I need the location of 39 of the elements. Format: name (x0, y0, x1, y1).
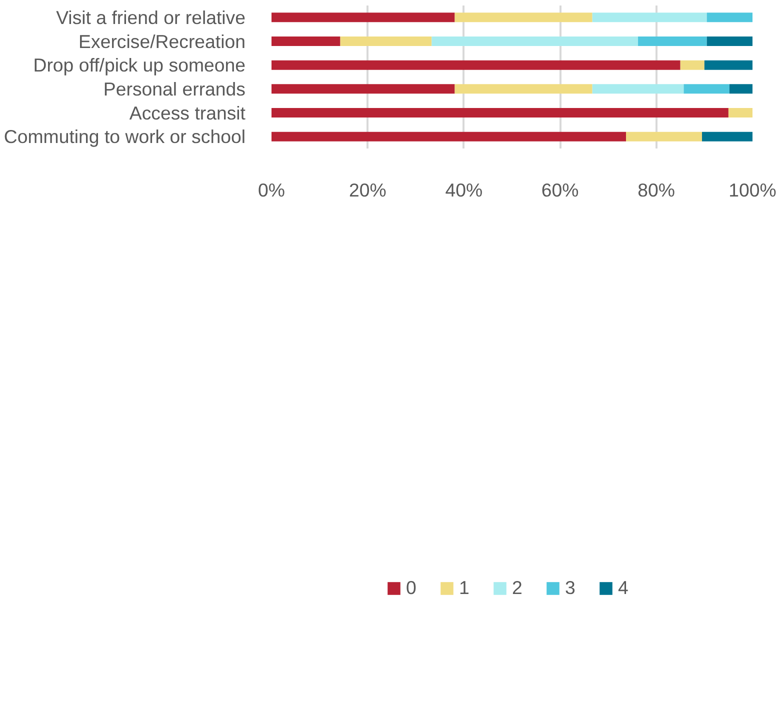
y-tick-label: Visit a friend or relative (56, 6, 246, 28)
bar (680, 60, 704, 70)
bar (728, 108, 752, 118)
x-tick-label: 100% (728, 180, 776, 200)
bar (702, 132, 752, 142)
x-tick-label: 20% (349, 180, 386, 200)
bar (706, 12, 752, 22)
y-tick-label: Exercise/Recreation (78, 30, 246, 52)
bar (729, 84, 752, 94)
bar (454, 12, 592, 22)
bar (272, 84, 455, 94)
bar (684, 84, 730, 94)
bar (592, 84, 684, 94)
legend-label: 3 (565, 576, 576, 598)
bar (272, 108, 728, 118)
bar (706, 36, 752, 46)
x-tick-label: 60% (541, 180, 579, 200)
legend-label: 0 (406, 576, 418, 598)
y-tick-label: Commuting to work or school (4, 126, 246, 148)
x-tick-label: 80% (638, 180, 675, 200)
bar (432, 36, 638, 46)
y-tick-label: Drop off/pick up someone (33, 54, 246, 76)
bar (592, 12, 707, 22)
y-tick-label: Access transit (129, 102, 246, 124)
legend-label: 2 (512, 576, 524, 598)
bar (340, 36, 432, 46)
x-tick-label: 40% (445, 180, 483, 200)
bar (272, 36, 340, 46)
legend-label: 4 (618, 576, 630, 598)
y-tick-label: Personal errands (103, 78, 246, 100)
bar (704, 60, 752, 70)
legend-label: 1 (459, 576, 470, 598)
bar (638, 36, 707, 46)
bar (272, 60, 680, 70)
bar (626, 132, 702, 142)
bar (272, 132, 626, 142)
x-tick-label: 0% (258, 180, 285, 200)
bar (454, 84, 592, 94)
bar (272, 12, 455, 22)
